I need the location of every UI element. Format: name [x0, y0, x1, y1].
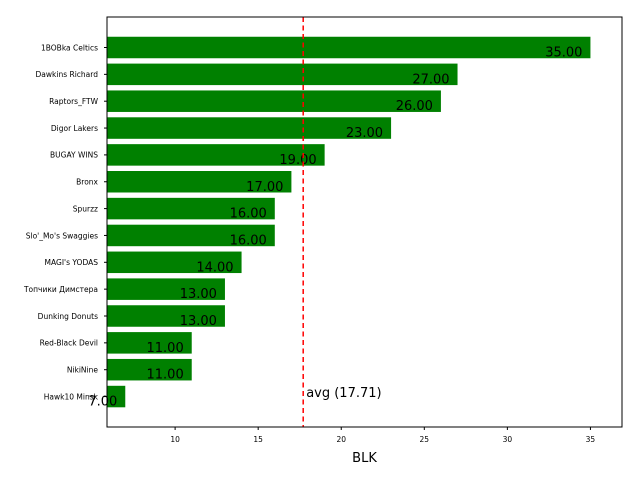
bar — [107, 197, 275, 220]
bar — [107, 332, 192, 354]
x-axis-ticks: 10 15 20 25 30 35 — [170, 427, 595, 444]
bar — [107, 385, 126, 408]
bar — [107, 358, 192, 381]
data-label: 23.00 — [346, 126, 383, 141]
category-labels: 1BOBka Celtics Dawkins Richard Raptors_FTW… — [23, 43, 107, 401]
average-line-label: avg (17.71) — [306, 386, 381, 401]
data-label: 11.00 — [147, 341, 184, 356]
x-tick-label: 25 — [420, 435, 430, 444]
data-label: 13.00 — [180, 314, 217, 329]
x-tick-label: 35 — [586, 435, 596, 444]
category-label: NikiNine — [67, 366, 99, 375]
category-label: Spurzz — [73, 204, 98, 213]
plot-frame — [106, 16, 623, 428]
category-label: Red-Black Devil — [40, 339, 98, 348]
category-label: Dawkins Richard — [36, 70, 99, 79]
category-label: 1BOBka Celtics — [41, 43, 98, 52]
bar — [107, 224, 275, 247]
x-tick-label: 20 — [336, 435, 346, 444]
category-label: Топчики Димстера — [23, 285, 98, 294]
data-label: 27.00 — [412, 72, 449, 87]
plot-area — [107, 17, 622, 427]
data-label: 13.00 — [180, 287, 217, 302]
x-tick-label: 15 — [253, 435, 263, 444]
x-tick-label: 10 — [170, 435, 180, 444]
category-label: Dunking Donuts — [38, 312, 98, 321]
data-label: 16.00 — [230, 207, 267, 222]
data-label: 16.00 — [230, 233, 267, 248]
bars-layer — [107, 36, 591, 408]
bar — [107, 63, 458, 86]
data-label: 7.00 — [88, 395, 117, 410]
data-label: 14.00 — [196, 260, 233, 275]
bar — [107, 305, 225, 327]
bar — [107, 144, 325, 166]
data-label: 17.00 — [246, 180, 283, 195]
value-labels: 35.00 27.00 26.00 23.00 19.00 17.00 16.00 16.00… — [88, 46, 582, 410]
category-label: MAGI's YODAS — [45, 258, 99, 267]
category-label: Hawk10 Minsk — [44, 392, 99, 401]
bar — [107, 90, 441, 112]
category-label: BUGAY WINS — [50, 151, 98, 160]
x-axis-title: BLK — [352, 451, 377, 466]
bar — [107, 171, 292, 193]
category-label: Bronx — [76, 178, 98, 187]
category-label: Slo'_Mo's Swaggies — [26, 231, 98, 240]
bar — [107, 278, 225, 300]
x-tick-label: 30 — [503, 435, 513, 444]
bar — [107, 117, 392, 139]
data-label: 35.00 — [545, 46, 582, 61]
category-label: Raptors_FTW — [49, 97, 98, 106]
category-label: Digor Lakers — [51, 124, 98, 133]
data-label: 26.00 — [396, 99, 433, 114]
data-label: 11.00 — [147, 368, 184, 383]
bar — [107, 36, 591, 59]
data-label: 19.00 — [279, 153, 316, 168]
bar — [107, 251, 242, 274]
